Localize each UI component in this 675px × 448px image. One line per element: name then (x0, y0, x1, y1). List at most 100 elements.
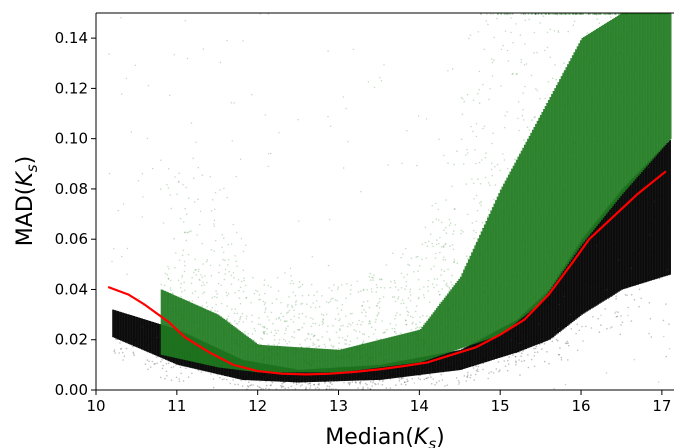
scatter-point (313, 363, 316, 366)
scatter-point (516, 337, 518, 340)
scatter-point (667, 13, 669, 15)
scatter-point (519, 174, 521, 176)
density-band-segment (181, 298, 184, 360)
scatter-point (397, 343, 400, 345)
scatter-point (199, 210, 202, 213)
scatter-point (130, 131, 132, 133)
x-tick-label: 10 (86, 397, 105, 415)
scatter-point (541, 178, 544, 180)
scatter-point (609, 13, 611, 15)
scatter-point (271, 375, 274, 378)
scatter-point (167, 295, 170, 297)
scatter-point (220, 302, 223, 305)
scatter-point (447, 299, 449, 301)
density-band-segment (461, 349, 463, 370)
scatter-point (440, 302, 443, 304)
density-band-segment (400, 360, 403, 378)
scatter-point (375, 304, 378, 307)
scatter-point (450, 366, 453, 369)
scatter-point (445, 232, 448, 234)
scatter-point (146, 350, 149, 353)
scatter-point (261, 360, 264, 363)
density-band-segment (142, 319, 145, 351)
scatter-point (626, 252, 628, 255)
scatter-point (305, 388, 307, 390)
scatter-point (502, 267, 504, 270)
scatter-point (466, 376, 469, 379)
scatter-point (424, 341, 426, 344)
scatter-point (509, 176, 512, 179)
scatter-point (543, 360, 546, 363)
scatter-point (191, 331, 194, 334)
density-band-segment (622, 187, 625, 290)
scatter-point (344, 343, 346, 345)
scatter-point (571, 78, 573, 81)
scatter-point (141, 326, 143, 328)
density-band-segment (485, 221, 488, 340)
density-band-segment (459, 276, 462, 349)
scatter-point (396, 374, 399, 377)
scatter-point (508, 220, 510, 223)
scatter-point (518, 155, 520, 157)
scatter-point (239, 286, 242, 289)
scatter-point (332, 297, 334, 300)
scatter-point (403, 302, 405, 304)
scatter-point (466, 282, 469, 284)
scatter-point (608, 13, 611, 15)
scatter-point (515, 23, 517, 25)
scatter-point (408, 341, 411, 344)
scatter-point (175, 252, 177, 254)
scatter-point (548, 310, 550, 312)
scatter-point (159, 348, 161, 350)
density-band-segment (617, 193, 620, 292)
density-band-segment (631, 13, 634, 183)
scatter-point (378, 278, 381, 281)
scatter-point (347, 141, 349, 143)
density-band-segment (377, 364, 380, 380)
scatter-point (580, 13, 582, 15)
scatter-point (120, 348, 122, 350)
scatter-point (406, 130, 408, 132)
scatter-point (322, 322, 325, 324)
scatter-point (349, 293, 352, 295)
scatter-point (285, 327, 288, 330)
density-band-segment (153, 322, 156, 355)
scatter-point (400, 378, 403, 380)
scatter-point (544, 261, 547, 264)
scatter-point (168, 278, 170, 280)
scatter-point (432, 362, 435, 364)
scatter-point (609, 13, 611, 15)
scatter-point (284, 381, 286, 384)
scatter-point (451, 244, 454, 246)
scatter-point (507, 226, 510, 229)
scatter-point (235, 260, 237, 263)
scatter-point (534, 13, 537, 15)
scatter-point (291, 306, 294, 308)
scatter-point (245, 297, 247, 299)
scatter-point (188, 300, 191, 303)
density-band-segment (514, 162, 517, 324)
scatter-point (148, 348, 151, 351)
scatter-point (338, 328, 341, 330)
scatter-point (661, 88, 664, 91)
scatter-point (399, 374, 402, 376)
density-band-segment (433, 354, 436, 374)
scatter-point (206, 306, 208, 308)
scatter-point (439, 324, 442, 326)
scatter-point (275, 369, 277, 372)
scatter-point (522, 92, 524, 94)
scatter-point (374, 328, 377, 331)
scatter-point (540, 13, 543, 15)
scatter-point (655, 13, 657, 15)
scatter-point (549, 28, 552, 31)
scatter-point (341, 284, 343, 286)
scatter-point (303, 377, 306, 380)
density-band-segment (633, 176, 636, 286)
scatter-point (348, 384, 351, 386)
scatter-point (236, 343, 238, 345)
scatter-point (653, 42, 655, 44)
scatter-point (471, 351, 474, 354)
density-band-segment (549, 97, 552, 290)
scatter-point (132, 352, 135, 355)
density-band-segment (359, 344, 362, 370)
